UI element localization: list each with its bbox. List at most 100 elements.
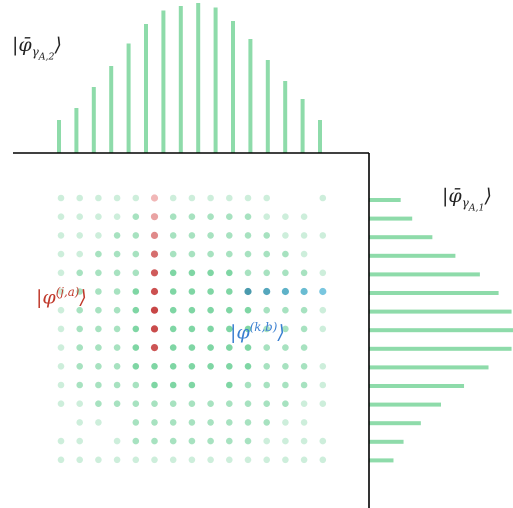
- grid-point: [263, 363, 271, 370]
- grid-point: [282, 306, 289, 314]
- grid-point: [244, 419, 252, 426]
- grid-point: [207, 325, 214, 333]
- grid-point: [226, 456, 233, 464]
- top-marginal-label: |φ̄γA,2⟩: [12, 36, 62, 62]
- grid-point: [263, 306, 271, 314]
- right-label-sub-main: γ: [461, 195, 469, 210]
- grid-point: [300, 269, 308, 277]
- grid-point: [113, 381, 121, 389]
- grid-point: [188, 456, 196, 464]
- grid-point: [113, 269, 121, 277]
- right-label-sub-sub: A,1: [468, 202, 485, 214]
- grid-point: [226, 194, 233, 202]
- grid-point: [226, 232, 233, 239]
- grid-point: [188, 419, 196, 426]
- top-marginal-bar: [248, 39, 253, 153]
- grid-point: [132, 344, 140, 351]
- grid-point: [169, 232, 177, 239]
- grid-point: [169, 325, 177, 333]
- grid-point: [169, 194, 177, 202]
- grid-point: [244, 400, 252, 408]
- right-marginal-bar: [369, 384, 465, 388]
- top-label-ket-close: ⟩: [54, 34, 62, 56]
- right-marginal-bar: [369, 272, 480, 277]
- grid-point: [263, 325, 271, 333]
- top-marginal-bar: [74, 108, 79, 153]
- grid-point: [282, 325, 289, 333]
- grid-point: [244, 194, 252, 202]
- grid-point: [169, 456, 177, 464]
- column-label-superscript: (j,a): [55, 285, 80, 299]
- grid-point: [169, 400, 177, 408]
- grid-point: [132, 456, 140, 464]
- top-label-sub-main: γ: [31, 44, 39, 59]
- top-marginal-bar: [283, 81, 288, 153]
- grid-point: [300, 213, 308, 220]
- top-label-symbol: φ̄: [18, 34, 32, 56]
- grid-point: [282, 437, 289, 445]
- grid-point: [244, 456, 252, 464]
- grid-point: [95, 269, 102, 277]
- grid-point: [188, 194, 196, 202]
- grid-point: [57, 288, 65, 295]
- grid-point: [282, 400, 289, 408]
- grid-point: [151, 456, 158, 464]
- grid-point: [151, 419, 158, 426]
- grid-point: [57, 194, 65, 202]
- grid-point: [263, 437, 271, 445]
- row-vector-point: [281, 287, 289, 296]
- grid-point: [113, 456, 121, 464]
- right-marginal-bar: [369, 198, 401, 202]
- column-label-ket-close: ⟩: [79, 286, 87, 309]
- grid-point: [319, 232, 327, 239]
- grid-point: [169, 213, 177, 220]
- right-marginal-bar: [369, 291, 499, 295]
- grid-point: [226, 325, 233, 333]
- grid-point: [169, 306, 177, 314]
- grid-point: [207, 419, 214, 426]
- grid-point: [76, 344, 83, 351]
- top-marginal-bar: [231, 21, 235, 153]
- grid-point: [207, 250, 214, 258]
- grid-point: [95, 325, 102, 333]
- grid-point: [282, 419, 289, 426]
- grid-point: [226, 419, 233, 426]
- top-marginal-bar: [126, 43, 131, 153]
- top-marginal-bar: [318, 120, 322, 153]
- top-label-ket-open: |: [12, 34, 19, 56]
- right-marginal-label: |φ̄γA,1⟩: [442, 187, 492, 213]
- top-marginal-bar: [213, 7, 218, 153]
- grid-point: [113, 288, 121, 295]
- grid-point: [113, 363, 121, 370]
- column-label-symbol: φ: [42, 286, 56, 309]
- grid-point: [188, 381, 196, 389]
- grid-point: [282, 363, 289, 370]
- grid-point: [263, 344, 271, 351]
- grid-point: [244, 213, 252, 220]
- grid-point: [188, 437, 196, 445]
- grid-point: [207, 363, 214, 370]
- grid-point: [300, 325, 308, 333]
- right-marginal-bars: [369, 198, 513, 463]
- grid-point: [76, 213, 83, 220]
- grid-point: [300, 250, 308, 258]
- grid-point: [300, 437, 308, 445]
- grid-point: [76, 232, 83, 239]
- grid-point: [95, 213, 102, 220]
- grid-point: [95, 306, 102, 314]
- grid-point: [113, 437, 121, 445]
- grid-point: [113, 194, 121, 202]
- top-marginal-bar: [178, 6, 183, 153]
- grid-point: [282, 213, 289, 220]
- grid-point: [300, 456, 308, 464]
- grid-point: [169, 437, 177, 445]
- grid-point: [282, 381, 289, 389]
- row-vector-label: |φ(k,b)⟩: [230, 321, 285, 342]
- right-marginal-bar: [369, 253, 456, 258]
- grid-point: [57, 250, 65, 258]
- grid-point: [95, 456, 102, 464]
- grid-point: [207, 288, 214, 295]
- grid-point: [244, 250, 252, 258]
- row-vector-point: [263, 287, 271, 296]
- grid-point: [226, 400, 233, 408]
